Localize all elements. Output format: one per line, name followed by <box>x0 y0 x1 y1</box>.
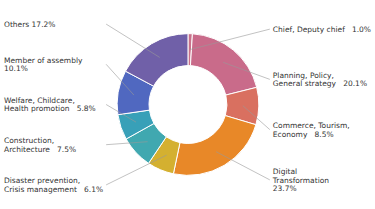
slice-label: Others 17.2% <box>4 20 55 29</box>
leader-line <box>106 105 136 123</box>
slice-label: Planning, Policy,General strategy 20.1% <box>273 71 367 89</box>
labels: Chief, Deputy chief 1.0% Planning, Policy… <box>4 20 371 194</box>
leader-line <box>106 24 160 57</box>
leader-lines <box>106 24 270 185</box>
slice-label: Disaster prevention,Crisis management 6.… <box>4 176 103 194</box>
slice-label: DigitalTransformation23.7% <box>272 167 330 193</box>
leader-line <box>223 62 270 79</box>
leader-line <box>106 155 167 185</box>
leader-line <box>106 142 147 145</box>
slice-label: Construction,Architecture 7.5% <box>4 136 76 154</box>
leader-line <box>190 29 270 50</box>
slice <box>125 34 187 86</box>
slice-label: Commerce, Tourism,Economy 8.5% <box>273 121 350 139</box>
slice-label-line: Architecture 7.5% <box>4 145 76 154</box>
slice-label-line: Economy 8.5% <box>273 130 334 139</box>
slice-label: Chief, Deputy chief 1.0% <box>273 25 371 34</box>
slice-label-line: Crisis management 6.1% <box>4 185 103 194</box>
leader-line <box>106 64 134 95</box>
slice-label: Welfare, Childcare,Health promotion 5.8% <box>4 96 96 114</box>
slice-label-line: Health promotion 5.8% <box>4 104 96 113</box>
slice-label-line: General strategy 20.1% <box>273 79 367 88</box>
slice-label-line: Others 17.2% <box>4 20 55 29</box>
leader-line <box>243 106 270 130</box>
chart: Chief, Deputy chief 1.0% Planning, Policy… <box>0 0 375 209</box>
slice <box>190 34 256 95</box>
donut <box>117 34 259 176</box>
slice-label-line: 23.7% <box>273 184 297 193</box>
slice-label-line: Chief, Deputy chief 1.0% <box>273 25 371 34</box>
leader-line <box>216 152 270 180</box>
slice-label: Member of assembly10.1% <box>4 56 83 74</box>
slice-label-line: 10.1% <box>4 64 28 73</box>
